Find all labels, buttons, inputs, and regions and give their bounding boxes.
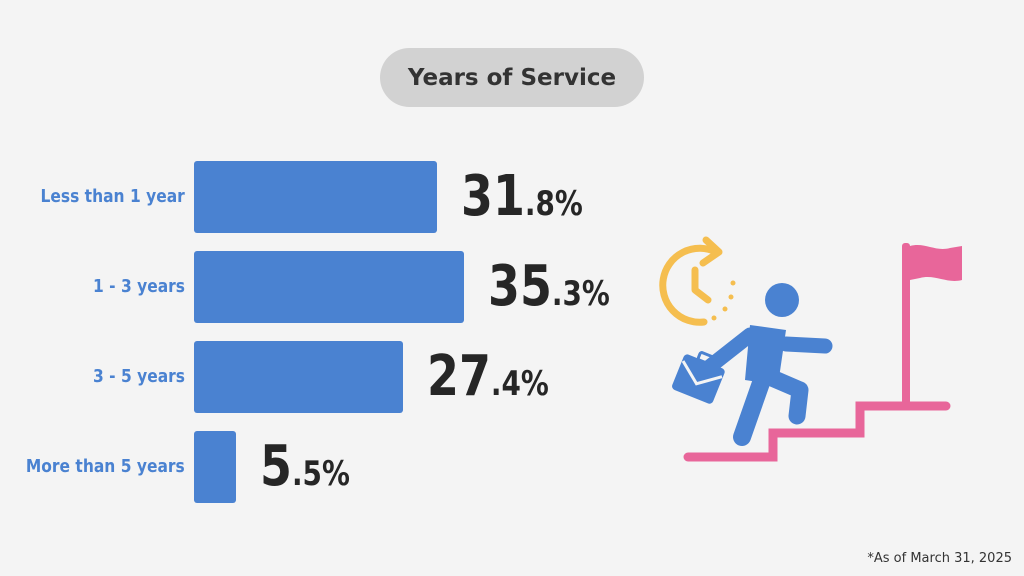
category-label: More than 5 years xyxy=(26,456,185,477)
bar xyxy=(194,251,464,323)
value-label: 5.5% xyxy=(260,434,350,499)
value-label: 31.8% xyxy=(460,164,583,229)
category-label: 3 - 5 years xyxy=(92,366,185,387)
briefcase-icon xyxy=(672,351,725,404)
stairs-icon xyxy=(683,401,951,462)
chart-title: Years of Service xyxy=(380,48,644,107)
person-climbing-icon xyxy=(700,283,833,446)
clock-arrow-icon xyxy=(659,236,736,326)
category-label: Less than 1 year xyxy=(40,186,185,207)
category-label: 1 - 3 years xyxy=(92,276,185,297)
bar xyxy=(194,341,404,413)
footnote: *As of March 31, 2025 xyxy=(867,551,1012,566)
value-label: 27.4% xyxy=(427,344,550,409)
bar xyxy=(194,431,237,503)
bar xyxy=(194,161,437,233)
goal-flag-icon xyxy=(902,243,962,408)
value-label: 35.3% xyxy=(487,254,610,319)
